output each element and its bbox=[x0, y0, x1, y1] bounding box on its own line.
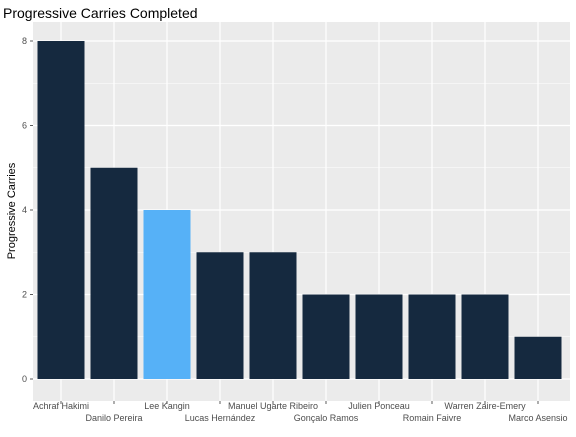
y-tick-label: 6 bbox=[22, 121, 27, 131]
x-tick-label: Marco Asensio bbox=[508, 413, 567, 423]
bar bbox=[514, 336, 562, 379]
chart-title: Progressive Carries Completed bbox=[3, 5, 198, 21]
x-tick-label: Achraf Hakimi bbox=[33, 401, 89, 411]
x-tick-label: Lee Kangin bbox=[144, 401, 190, 411]
x-tick-label: Danilo Pereira bbox=[85, 413, 142, 423]
y-tick-label: 4 bbox=[22, 205, 27, 215]
y-axis: 0 2 4 6 8 bbox=[22, 36, 33, 384]
x-tick-label: Julien Ponceau bbox=[348, 401, 410, 411]
bar bbox=[355, 294, 403, 379]
bar bbox=[143, 210, 191, 379]
bar bbox=[196, 252, 244, 379]
x-tick-label: Gonçalo Ramos bbox=[294, 413, 359, 423]
bar bbox=[90, 167, 138, 379]
x-tick-label: Manuel Ugarte Ribeiro bbox=[228, 401, 318, 411]
x-tick-label: Lucas Hernández bbox=[185, 413, 256, 423]
bar bbox=[37, 41, 85, 379]
bar bbox=[408, 294, 456, 379]
x-tick-label: Romain Faivre bbox=[403, 413, 462, 423]
y-tick-label: 0 bbox=[22, 374, 27, 384]
bar bbox=[461, 294, 509, 379]
bar bbox=[249, 252, 297, 379]
y-tick-label: 8 bbox=[22, 36, 27, 46]
y-axis-title: Progressive Carries bbox=[6, 162, 18, 259]
bar bbox=[302, 294, 350, 379]
y-tick-label: 2 bbox=[22, 290, 27, 300]
x-tick-label: Warren Zaire-Emery bbox=[444, 401, 526, 411]
bars bbox=[37, 41, 562, 379]
